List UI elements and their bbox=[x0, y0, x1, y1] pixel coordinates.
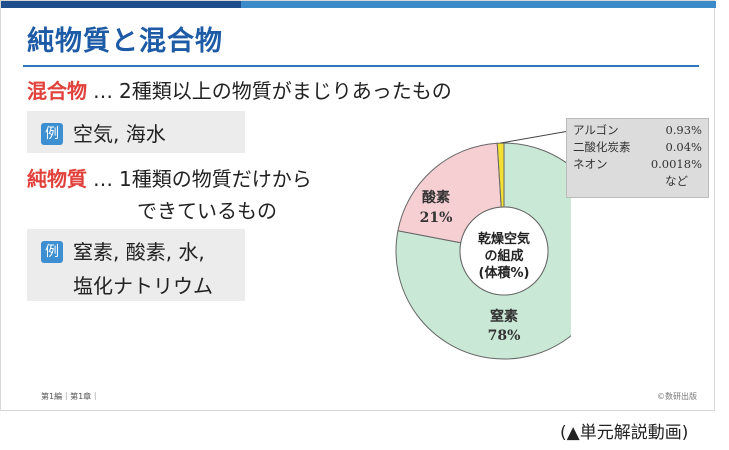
air-composition-donut-chart: 乾燥空気 の組成 (体積%) 酸素 21% 窒素 78% bbox=[395, 130, 571, 360]
mixture-term: 混合物 bbox=[27, 79, 87, 103]
component-row-argon: アルゴン 0.93% bbox=[573, 122, 702, 139]
slice-value-oxygen: 21% bbox=[420, 210, 453, 226]
slice-value-nitrogen: 78% bbox=[488, 328, 521, 344]
footer-chapter: 第1編｜第1章｜ bbox=[41, 392, 100, 401]
component-value: 0.93% bbox=[665, 123, 702, 137]
chart-title-line-1: 乾燥空気 bbox=[478, 231, 530, 247]
component-row-neon: ネオン 0.0018% bbox=[573, 156, 702, 173]
pure-term: 純物質 bbox=[27, 167, 87, 191]
component-name: ネオン bbox=[573, 157, 608, 171]
component-row-co2: 二酸化炭素 0.04% bbox=[573, 139, 702, 156]
slice-label-nitrogen: 窒素 bbox=[490, 308, 518, 325]
pure-example-text-1: 窒素, 酸素, 水, bbox=[73, 240, 205, 264]
donut-hole bbox=[459, 206, 549, 296]
top-bar-light bbox=[241, 1, 716, 8]
pure-example-text-2: 塩化ナトリウム bbox=[73, 274, 213, 298]
component-name: アルゴン bbox=[573, 123, 619, 137]
mixture-definition-line: 混合物… 2種類以上の物質がまじりあったもの bbox=[27, 75, 452, 104]
pure-definition-line-1: 純物質… 1種類の物質だけから bbox=[27, 163, 312, 192]
slice-label-oxygen: 酸素 bbox=[422, 189, 450, 206]
pure-dots: … bbox=[93, 167, 113, 191]
other-leader-line bbox=[500, 130, 570, 144]
mixture-definition: 2種類以上の物質がまじりあったもの bbox=[119, 79, 452, 103]
mixture-dots: … bbox=[93, 79, 113, 103]
mixture-example-box: 例空気, 海水 bbox=[27, 111, 245, 153]
component-name: 二酸化炭素 bbox=[573, 140, 631, 154]
pure-definition-line-2: できているもの bbox=[137, 199, 277, 223]
video-caption-link[interactable]: (▲単元解説動画) bbox=[560, 423, 689, 443]
example-badge: 例 bbox=[41, 123, 63, 145]
mixture-example-text: 空気, 海水 bbox=[73, 122, 166, 146]
component-value: 0.0018% bbox=[650, 157, 702, 171]
example-badge: 例 bbox=[41, 241, 63, 263]
component-etc: など bbox=[665, 174, 688, 188]
top-bar-dark bbox=[1, 1, 241, 8]
title-underline bbox=[23, 65, 699, 67]
chart-title-line-2: の組成 bbox=[484, 248, 523, 264]
slide-title: 純物質と混合物 bbox=[27, 26, 223, 57]
other-components-callout: アルゴン 0.93% 二酸化炭素 0.04% ネオン 0.0018% など bbox=[566, 118, 709, 198]
component-value: 0.04% bbox=[665, 140, 702, 154]
pure-example-box: 例窒素, 酸素, 水, 塩化ナトリウム bbox=[27, 229, 245, 301]
footer-copyright: ©数研出版 bbox=[657, 392, 697, 401]
pure-definition-1: 1種類の物質だけから bbox=[119, 167, 312, 191]
chart-title-line-3: (体積%) bbox=[479, 265, 530, 281]
slide: 純物質と混合物 混合物… 2種類以上の物質がまじりあったもの 例空気, 海水 純物… bbox=[0, 0, 716, 411]
